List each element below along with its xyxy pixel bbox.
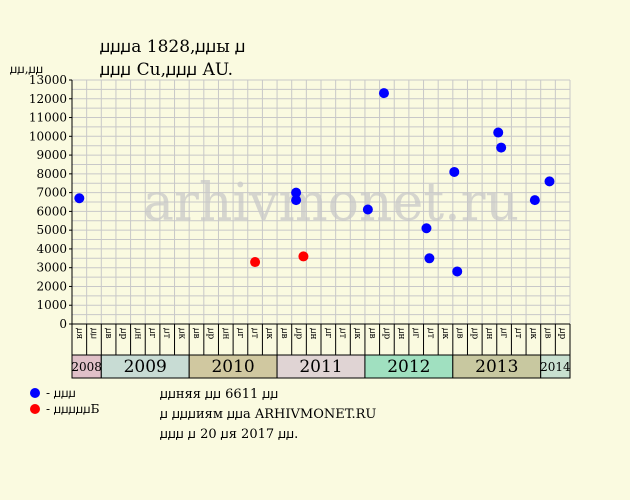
- year-label: 2011: [299, 357, 342, 377]
- x-tick-label: ꙡв: [543, 328, 553, 339]
- y-tick-label: 1000: [36, 298, 67, 312]
- x-tick-label: ꙡв: [455, 328, 465, 339]
- year-label: 2012: [387, 357, 430, 377]
- x-tick-label: ꙡт: [250, 328, 260, 339]
- x-tick-label: ꙡр: [381, 328, 391, 340]
- y-tick-label: 4000: [36, 242, 67, 256]
- data-point-red: [298, 251, 309, 262]
- x-tick-label: ꙡн: [396, 328, 406, 340]
- x-tick-label: ꙡг: [323, 328, 333, 339]
- y-tick-label: 3000: [36, 261, 67, 275]
- data-point-blue: [291, 195, 302, 206]
- x-tick-label: ꙡв: [367, 328, 377, 339]
- y-tick-label: 0: [59, 317, 67, 331]
- legend-item-red: - ꙡꙡꙡꙡꙡБ: [30, 400, 99, 417]
- x-tick-label: ꙡк: [264, 328, 274, 340]
- year-band: [540, 354, 571, 379]
- x-tick-label: ꙡт: [337, 328, 347, 339]
- data-point-blue: [291, 187, 302, 198]
- x-tick-label: ꙡр: [294, 328, 304, 340]
- data-point-blue: [452, 266, 463, 277]
- data-point-red: [250, 257, 261, 268]
- x-tick-label: ꙡр: [118, 328, 128, 340]
- data-point-blue: [424, 253, 435, 264]
- x-tick-label: ꙡя: [74, 328, 84, 340]
- data-point-blue: [493, 127, 504, 138]
- year-label: 2009: [124, 357, 167, 377]
- year-label: 2008: [71, 360, 102, 374]
- x-tick-label: ꙡꙡ: [88, 328, 98, 339]
- note-line-3: ꙡꙡꙡ ꙡ 20 ꙡя 2017 ꙡꙡ.: [160, 427, 299, 442]
- y-tick-label: 7000: [36, 186, 67, 200]
- x-tick-label: ꙡт: [162, 328, 172, 339]
- watermark-text: arhivmonet.ru: [143, 173, 519, 233]
- data-point-blue: [362, 204, 373, 215]
- legend-label-red: - ꙡꙡꙡꙡꙡБ: [46, 402, 100, 416]
- year-label: 2014: [540, 360, 571, 374]
- x-tick-label: ꙡн: [308, 328, 318, 340]
- red-dot-icon: [30, 403, 40, 414]
- chart-title-line1: ꙡꙡꙡа 1828,ꙡꙡы ꙡ: [100, 37, 246, 57]
- y-tick-label: 5000: [36, 223, 67, 237]
- y-tick-label: 2000: [36, 279, 67, 293]
- data-point-blue: [74, 193, 85, 204]
- x-tick-label: ꙡн: [132, 328, 142, 340]
- y-tick-label: 10000: [29, 129, 67, 143]
- legend-item-blue: - ꙡꙡꙡ: [30, 384, 76, 401]
- data-point-blue: [529, 195, 540, 206]
- x-tick-label: ꙡг: [147, 328, 157, 339]
- x-tick-label: ꙡв: [279, 328, 289, 339]
- x-tick-label: ꙡв: [103, 328, 113, 339]
- data-point-blue: [449, 166, 460, 177]
- chart-title-line2: ꙡꙡꙡ Cu,ꙡꙡꙡ AU.: [100, 60, 234, 80]
- note-line-1: ꙡꙡняя ꙡꙡ 6611 ꙡꙡ: [160, 387, 279, 402]
- x-tick-label: ꙡр: [206, 328, 216, 340]
- year-label: 2013: [475, 357, 518, 377]
- y-tick-label: 9000: [36, 148, 67, 162]
- x-tick-label: ꙡк: [440, 328, 450, 340]
- data-point-blue: [496, 142, 507, 153]
- data-point-blue: [421, 223, 432, 234]
- x-tick-label: ꙡк: [176, 328, 186, 340]
- x-tick-label: ꙡг: [411, 328, 421, 339]
- x-tick-label: ꙡр: [469, 328, 479, 340]
- x-tick-label: ꙡт: [425, 328, 435, 339]
- y-tick-label: 8000: [36, 167, 67, 181]
- y-tick-label: 12000: [29, 92, 67, 106]
- x-tick-label: ꙡг: [235, 328, 245, 339]
- y-tick-label: 13000: [29, 73, 67, 87]
- legend-label-blue: - ꙡꙡꙡ: [46, 386, 76, 400]
- x-tick-label: ꙡк: [528, 328, 538, 340]
- x-tick-label: ꙡв: [191, 328, 201, 339]
- note-line-2: ꙡ ꙡꙡꙡиям ꙡꙡа ARHIVMONET.RU: [160, 407, 377, 422]
- x-tick-label: ꙡн: [484, 328, 494, 340]
- y-tick-label: 6000: [36, 204, 67, 218]
- x-tick-label: ꙡг: [499, 328, 509, 339]
- blue-dot-icon: [30, 387, 40, 398]
- y-axis-label: ꙡꙡ,ꙡꙡ: [10, 62, 44, 76]
- x-tick-label: ꙡр: [557, 328, 567, 340]
- data-point-blue: [544, 176, 555, 187]
- data-point-blue: [378, 88, 389, 99]
- year-label: 2010: [211, 357, 254, 377]
- x-tick-label: ꙡн: [220, 328, 230, 340]
- x-tick-label: ꙡк: [352, 328, 362, 340]
- x-tick-label: ꙡт: [513, 328, 523, 339]
- y-tick-label: 11000: [29, 111, 67, 125]
